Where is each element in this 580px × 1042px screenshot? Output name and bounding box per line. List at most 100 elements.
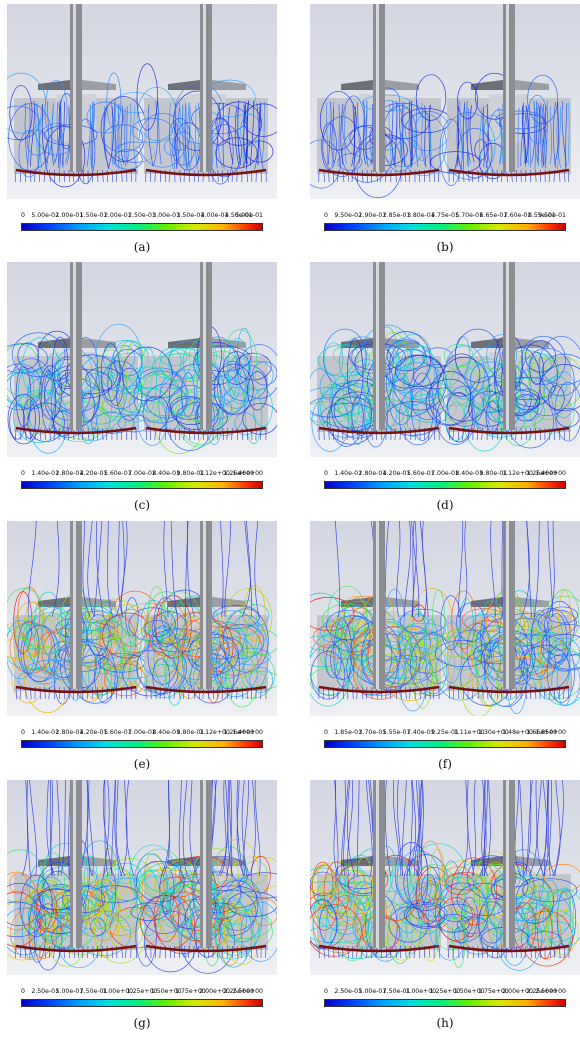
color-scale-tick-label: 9.25e-01 (431, 729, 459, 736)
color-scale-tick-label: 2.50e-01 (31, 988, 60, 995)
color-scale-tick-label: 1.85e-01 (334, 729, 363, 736)
color-scale-bar (21, 223, 263, 231)
streamline-render (7, 4, 277, 199)
color-scale-tick-label: 9.50e-02 (334, 212, 363, 219)
color-scale-tick-label: 7.60e-01 (503, 212, 532, 219)
color-scale-tick-label: 2.80e-01 (358, 470, 387, 477)
panel-e: 0 1.40e-01 2.80e-01 4.20e-01 5.60e-01 7.00e-0… (7, 521, 277, 771)
panel-caption: (h) (436, 1016, 454, 1030)
color-scale-bar (324, 223, 566, 231)
tank-render (310, 262, 459, 452)
color-scale-tick-label: 1.75e+00 (478, 988, 509, 995)
color-scale-tick-label: 5.60e-01 (103, 729, 132, 736)
tank-render (7, 4, 156, 188)
color-scale-tick-label: 1.50e-01 (79, 212, 108, 219)
tank-render (129, 780, 277, 974)
panel-caption: (b) (436, 240, 454, 254)
color-scale-tick-label: 0 (324, 470, 328, 477)
color-scale-tick-label: 2.50e+00 (232, 988, 263, 995)
color-scale-tick-label: 7.00e-01 (128, 470, 156, 477)
color-scale-tick-label: 9.80e-01 (176, 729, 205, 736)
panel-caption: (a) (133, 240, 151, 254)
color-scale-tick-label: 1.26e+00 (526, 470, 558, 477)
color-scale-tick-label: 3.70e-01 (358, 729, 387, 736)
color-scale-bar (21, 740, 263, 748)
color-scale-tick-label: 1.12e+00 (199, 470, 230, 477)
color-scale-bar (21, 999, 263, 1007)
streamline-render (7, 262, 277, 457)
tank-render (310, 780, 467, 964)
tank-render (310, 4, 451, 199)
panel-f: 0 1.85e-01 3.70e-01 5.55e-01 7.40e-01 9.25e-0… (310, 521, 580, 771)
color-scale-tick-label: 0 (21, 212, 25, 219)
color-scale-tick-label: 8.55e-01 (527, 212, 556, 219)
color-scale-tick-label: 5.60e-01 (406, 470, 435, 477)
color-scale-tick-label: 1.66e+00 (526, 729, 558, 736)
color-scale-tick-label: 3.00e-01 (152, 212, 181, 219)
color-scale-tick-label: 0 (324, 988, 328, 995)
color-scale-tick-label: 5.55e-01 (382, 729, 411, 736)
color-scale-tick-label: 1.50e+00 (150, 988, 182, 995)
panel-caption: (d) (436, 498, 454, 512)
panel-g: 0 2.50e-01 5.00e-01 7.50e-01 1.00e+00 1.25e+0… (7, 780, 277, 1030)
color-scale-tick-label: 4.20e-01 (79, 729, 108, 736)
color-scale-tick-label: 1.40e-01 (31, 470, 60, 477)
color-scale-tick-label: 4.20e-01 (79, 470, 108, 477)
panel-caption: (c) (133, 498, 151, 512)
color-scale-bar (21, 481, 263, 489)
color-scale-tick-label: 1.12e+00 (502, 470, 533, 477)
color-scale-legend: 0 1.40e-01 2.80e-01 4.20e-01 5.60e-01 7.00e-0… (324, 470, 566, 489)
tank-render (430, 4, 571, 187)
color-scale-tick-label: 1.25e+00 (126, 988, 158, 995)
color-scale-tick-label: 5.70e-01 (455, 212, 484, 219)
panel-a: 0 5.00e-02 1.00e-01 1.50e-01 2.00e-01 2.50e-0… (7, 4, 277, 254)
tank-render (7, 262, 159, 454)
color-scale-tick-label: 2.25e+00 (526, 988, 558, 995)
color-scale-tick-label: 9.50e-01 (538, 212, 566, 219)
color-scale-legend: 0 2.50e-01 5.00e-01 7.50e-01 1.00e+00 1.25e+0… (324, 988, 566, 1007)
color-scale-bar (324, 740, 566, 748)
color-scale-legend: 0 5.00e-02 1.00e-01 1.50e-01 2.00e-01 2.50e-0… (21, 212, 263, 231)
tank-render (120, 521, 277, 708)
color-scale-tick-label: 4.50e-01 (224, 212, 253, 219)
color-scale-tick-label: 2.80e-01 (55, 470, 84, 477)
color-scale-tick-label: 3.50e-01 (176, 212, 205, 219)
color-scale-legend: 0 1.40e-01 2.80e-01 4.20e-01 5.60e-01 7.00e-0… (21, 470, 263, 489)
color-scale-tick-label: 1.50e+00 (453, 988, 485, 995)
color-scale-tick-label: 7.50e-01 (382, 988, 411, 995)
color-scale-ticks: 0 1.40e-01 2.80e-01 4.20e-01 5.60e-01 7.00e-0… (21, 470, 263, 480)
panel-c: 0 1.40e-01 2.80e-01 4.20e-01 5.60e-01 7.00e-0… (7, 262, 277, 512)
color-scale-ticks: 0 1.40e-01 2.80e-01 4.20e-01 5.60e-01 7.00e-0… (324, 470, 566, 480)
panel-caption: (f) (438, 757, 452, 771)
color-scale-tick-label: 1.40e+00 (535, 470, 566, 477)
color-scale-tick-label: 1.40e-01 (31, 729, 60, 736)
color-scale-legend: 0 9.50e-02 1.90e-01 2.85e-01 3.80e-01 4.75e-0… (324, 212, 566, 231)
streamline-render (7, 780, 277, 975)
color-scale-tick-label: 2.50e-01 (128, 212, 156, 219)
tank-render (425, 262, 580, 452)
color-scale-tick-label: 7.50e-01 (79, 988, 108, 995)
color-scale-tick-label: 0 (324, 212, 328, 219)
color-scale-tick-label: 8.40e-01 (152, 729, 181, 736)
color-scale-tick-label: 8.40e-01 (455, 470, 484, 477)
color-scale-tick-label: 0 (21, 988, 25, 995)
tank-render (7, 780, 161, 971)
color-scale-tick-label: 1.30e+00 (478, 729, 509, 736)
color-scale-tick-label: 8.40e-01 (152, 470, 181, 477)
color-scale-tick-label: 0 (21, 470, 25, 477)
color-scale-tick-label: 1.90e-01 (358, 212, 387, 219)
color-scale-legend: 0 1.40e-01 2.80e-01 4.20e-01 5.60e-01 7.00e-0… (21, 729, 263, 748)
tank-render (428, 521, 580, 716)
color-scale-tick-label: 1.75e+00 (175, 988, 206, 995)
color-scale-tick-label: 2.80e-01 (55, 729, 84, 736)
panel-b: 0 9.50e-02 1.90e-01 2.85e-01 3.80e-01 4.75e-0… (310, 4, 580, 254)
color-scale-tick-label: 1.11e+00 (453, 729, 485, 736)
streamline-render (310, 4, 580, 199)
tank-render (432, 780, 580, 971)
color-scale-tick-label: 2.00e+00 (199, 988, 230, 995)
streamline-render (310, 262, 580, 457)
tank-render (131, 4, 277, 185)
tank-render (121, 262, 277, 454)
color-scale-tick-label: 1.12e+00 (199, 729, 230, 736)
streamline-render (310, 780, 580, 975)
